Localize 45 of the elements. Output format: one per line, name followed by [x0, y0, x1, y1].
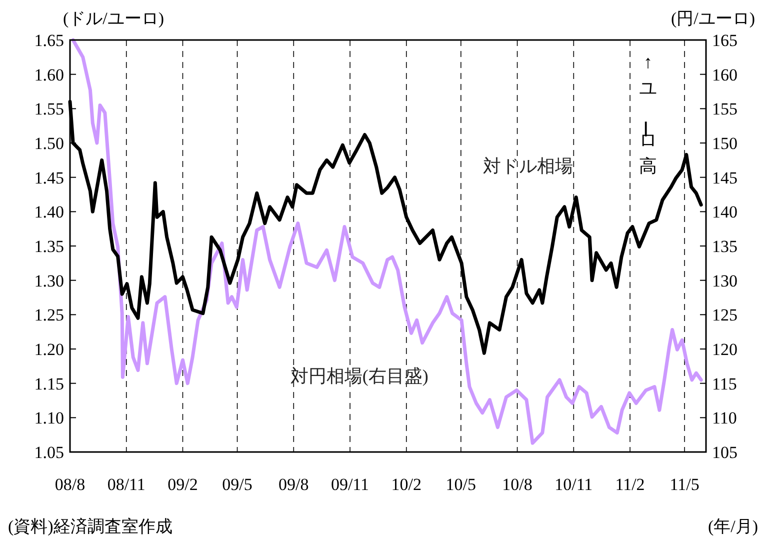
y-tick-label: 1.50 — [34, 134, 64, 153]
x-tick-label: 09/5 — [222, 475, 252, 494]
y-tick-label: 1.20 — [34, 340, 64, 359]
y2-tick-label: 105 — [712, 443, 738, 462]
y2-tick-label: 145 — [712, 168, 738, 188]
y-axis-title: (ドル/ユーロ) — [63, 9, 164, 28]
y-tick-label: 1.25 — [34, 306, 64, 325]
x-tick-label: 08/8 — [54, 475, 86, 494]
y-tick-label: 1.65 — [34, 31, 64, 50]
y2-tick-label: 115 — [712, 374, 737, 394]
y2-tick-label: 125 — [712, 306, 738, 325]
x-tick-label: 10/5 — [446, 475, 476, 494]
x-tick-label: 09/8 — [278, 475, 309, 494]
y-tick-label: 1.45 — [34, 168, 64, 188]
y-tick-label: 1.15 — [34, 374, 64, 394]
y2-tick-label: 135 — [712, 237, 738, 256]
series-label: 対ドル相場 — [482, 156, 573, 176]
x-tick-label: 10/11 — [554, 475, 593, 494]
y2-tick-label: 130 — [712, 271, 738, 290]
y2-tick-label: 155 — [712, 100, 738, 119]
y-tick-label: 1.40 — [34, 202, 64, 222]
x-axis-title: (年/月) — [708, 517, 758, 536]
text: ↑ユーロ高 — [635, 52, 657, 176]
y2-tick-label: 160 — [712, 65, 738, 84]
y-tick-label: 1.10 — [34, 408, 64, 428]
x-tick-label: 09/11 — [330, 475, 370, 494]
y2-tick-label: 150 — [712, 134, 738, 153]
y2-tick-label: 140 — [712, 202, 738, 222]
y-tick-label: 1.05 — [34, 443, 64, 462]
y-tick-label: 1.30 — [34, 271, 64, 290]
x-tick-label: 08/11 — [107, 475, 146, 494]
y2-tick-label: 120 — [712, 340, 738, 359]
x-tick-label: 09/2 — [168, 475, 198, 494]
x-tick-label: 11/2 — [615, 475, 645, 494]
x-tick-label: 10/2 — [391, 475, 422, 494]
y2-tick-label: 165 — [712, 31, 738, 50]
y2-axis-title: (円/ユーロ) — [670, 9, 755, 28]
series-label: 対円相場(右目盛) — [290, 366, 428, 386]
x-tick-label: 10/8 — [502, 475, 532, 494]
y-tick-label: 1.35 — [34, 237, 64, 256]
y-tick-label: 1.60 — [34, 65, 64, 84]
y2-tick-label: 110 — [712, 408, 737, 428]
x-tick-label: 11/5 — [670, 475, 700, 494]
y-tick-label: 1.55 — [34, 100, 64, 119]
text: (資料)経済調査室作成 — [8, 517, 172, 536]
